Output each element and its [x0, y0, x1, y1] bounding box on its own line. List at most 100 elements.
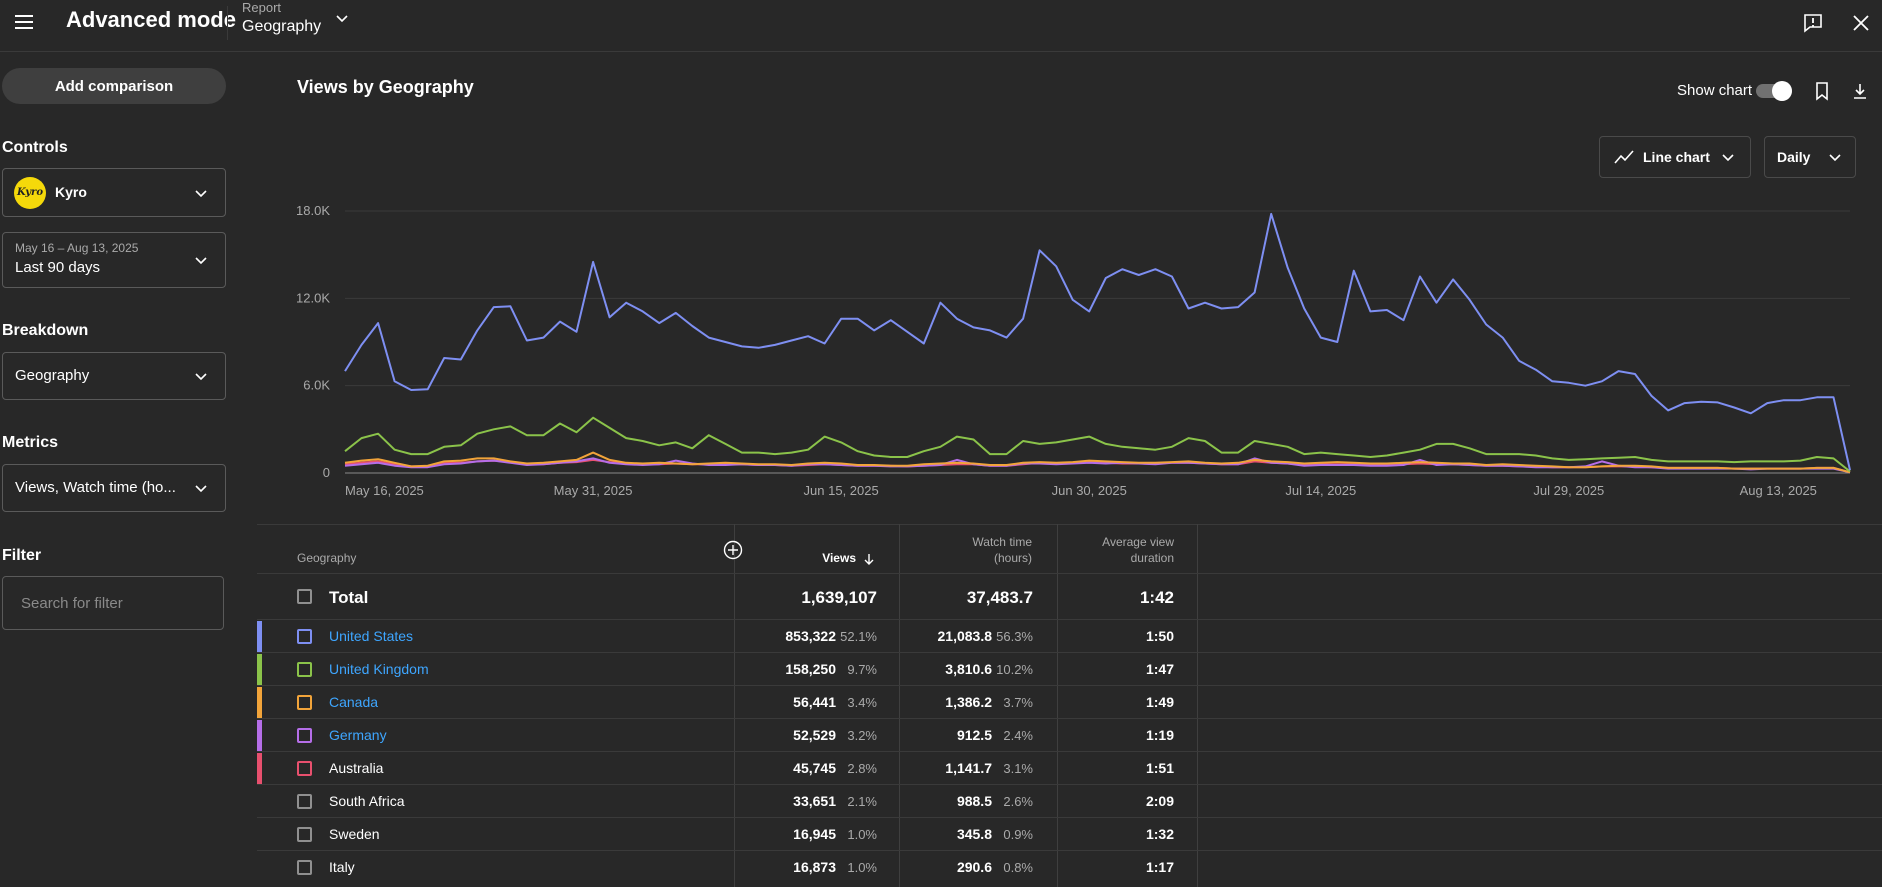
- total-views: 1,639,107: [801, 588, 877, 607]
- channel-selector[interactable]: Kyro Kyro: [2, 168, 226, 217]
- views-value: 16,945: [793, 826, 836, 842]
- y-tick-label: 6.0K: [303, 378, 330, 393]
- table-row: Australia 45,745 2.8% 1,141.7 3.1% 1:51: [257, 751, 1882, 785]
- series-color-bar: [257, 753, 262, 785]
- arrow-down-icon: [864, 554, 874, 565]
- watch-time-percent: 10.2%: [996, 662, 1033, 677]
- x-tick-label: May 31, 2025: [554, 483, 633, 498]
- breakdown-selector[interactable]: Geography: [2, 352, 226, 400]
- row-checkbox[interactable]: [297, 761, 312, 776]
- total-checkbox[interactable]: [297, 589, 312, 604]
- table-row: United States 853,322 52.1% 21,083.8 56.3% 1:…: [257, 619, 1882, 653]
- country-name[interactable]: United States: [329, 628, 414, 644]
- country-name: Sweden: [329, 826, 380, 842]
- country-name[interactable]: Canada: [329, 694, 379, 710]
- chart-type-dropdown[interactable]: Line chart: [1599, 136, 1751, 178]
- row-checkbox[interactable]: [297, 695, 312, 710]
- bookmark-icon[interactable]: [1812, 81, 1832, 101]
- views-percent: 52.1%: [840, 629, 877, 644]
- avd-header-line1: Average view: [1102, 535, 1174, 549]
- series-color-bar: [257, 687, 262, 719]
- watch-time-percent: 2.6%: [1003, 794, 1033, 809]
- watch-time-value: 290.6: [956, 859, 992, 875]
- app-title: Advanced mode: [66, 7, 236, 32]
- row-checkbox[interactable]: [297, 728, 312, 743]
- chevron-down-icon: [195, 485, 207, 493]
- x-tick-label: Jul 29, 2025: [1533, 483, 1604, 498]
- toggle-knob: [1772, 81, 1792, 101]
- watch-time-value: 21,083.8: [937, 628, 993, 644]
- watch-time-header[interactable]: Watch time (hours): [912, 534, 1032, 566]
- series-color-bar: [257, 621, 262, 653]
- add-circle-icon[interactable]: [723, 540, 743, 560]
- report-value: Geography: [242, 18, 322, 35]
- table-row: South Africa 33,651 2.1% 988.5 2.6% 2:09: [257, 784, 1882, 818]
- watch-time-header-line1: Watch time: [972, 535, 1032, 549]
- watch-time-value: 3,810.6: [945, 661, 992, 677]
- watch-time-percent: 2.4%: [1003, 728, 1033, 743]
- divider: [227, 6, 228, 40]
- avd-value: 1:17: [1145, 859, 1174, 875]
- avd-header[interactable]: Average view duration: [1060, 534, 1174, 566]
- chevron-down-icon: [195, 373, 207, 381]
- granularity-dropdown[interactable]: Daily: [1764, 136, 1856, 178]
- row-checkbox[interactable]: [297, 629, 312, 644]
- close-icon[interactable]: [1850, 12, 1872, 34]
- country-name: Italy: [329, 859, 355, 875]
- country-name[interactable]: United Kingdom: [329, 661, 429, 677]
- report-label: Report: [242, 0, 282, 15]
- x-tick-label: Jun 15, 2025: [804, 483, 879, 498]
- download-icon[interactable]: [1850, 81, 1870, 101]
- x-tick-label: May 16, 2025: [345, 483, 424, 498]
- y-tick-label: 18.0K: [296, 203, 330, 218]
- y-tick-label: 12.0K: [296, 290, 330, 305]
- geography-header: Geography: [297, 551, 357, 565]
- add-comparison-button[interactable]: Add comparison: [2, 68, 226, 104]
- table-row-total: Total 1,639,107 37,483.7 1:42: [257, 573, 1882, 620]
- filter-search-input[interactable]: [2, 576, 224, 630]
- watch-time-header-line2: (hours): [993, 551, 1032, 565]
- chart-type-label: Line chart: [1643, 149, 1710, 165]
- channel-avatar: Kyro: [14, 177, 46, 209]
- chevron-down-icon: [1722, 154, 1734, 162]
- country-name[interactable]: Germany: [329, 727, 387, 743]
- row-checkbox[interactable]: [297, 794, 312, 809]
- watch-time-percent: 3.1%: [1003, 761, 1033, 776]
- date-range-selector[interactable]: May 16 – Aug 13, 2025 Last 90 days: [2, 232, 226, 288]
- views-header[interactable]: Views: [780, 550, 876, 568]
- views-percent: 9.7%: [847, 662, 877, 677]
- column-divider: [899, 524, 900, 887]
- show-chart-label: Show chart: [1677, 82, 1753, 99]
- menu-icon[interactable]: [12, 10, 36, 34]
- row-checkbox[interactable]: [297, 827, 312, 842]
- avd-value: 1:32: [1145, 826, 1174, 842]
- total-label: Total: [329, 588, 369, 607]
- watch-time-percent: 56.3%: [996, 629, 1033, 644]
- country-name: Australia: [329, 760, 384, 776]
- breakdown-value: Geography: [15, 367, 90, 384]
- granularity-label: Daily: [1777, 149, 1811, 165]
- metrics-value: Views, Watch time (ho...: [15, 479, 176, 496]
- views-value: 16,873: [793, 859, 836, 875]
- row-checkbox[interactable]: [297, 662, 312, 677]
- show-chart-toggle[interactable]: [1756, 81, 1792, 101]
- series-line: [344, 457, 1851, 474]
- chevron-down-icon: [336, 15, 348, 23]
- table-row: United Kingdom 158,250 9.7% 3,810.6 10.2% 1:4…: [257, 652, 1882, 686]
- watch-time-percent: 0.8%: [1003, 860, 1033, 875]
- metrics-selector[interactable]: Views, Watch time (ho...: [2, 464, 226, 512]
- avd-value: 1:50: [1145, 628, 1174, 644]
- table-row: Canada 56,441 3.4% 1,386.2 3.7% 1:49: [257, 685, 1882, 719]
- watch-time-value: 1,386.2: [945, 694, 992, 710]
- row-checkbox[interactable]: [297, 860, 312, 875]
- table-row: Germany 52,529 3.2% 912.5 2.4% 1:19: [257, 718, 1882, 752]
- feedback-icon[interactable]: [1802, 12, 1824, 34]
- column-divider: [1057, 524, 1058, 887]
- metrics-heading: Metrics: [2, 434, 59, 451]
- avd-value: 1:19: [1145, 727, 1174, 743]
- line-chart-icon: [1614, 150, 1634, 164]
- watch-time-value: 1,141.7: [945, 760, 992, 776]
- column-divider: [1197, 524, 1198, 887]
- date-range-label: Last 90 days: [15, 259, 101, 276]
- controls-heading: Controls: [2, 139, 68, 156]
